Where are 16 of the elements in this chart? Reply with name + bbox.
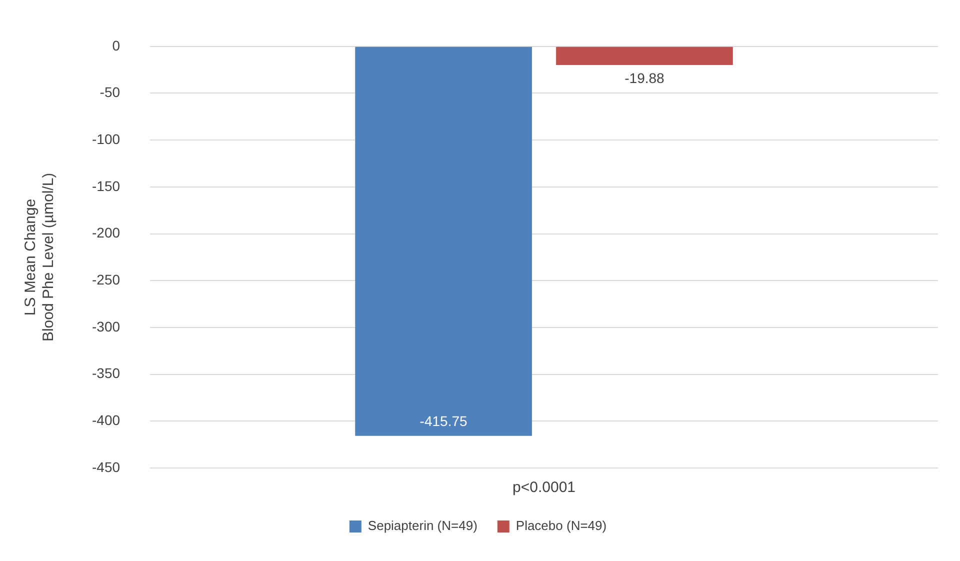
- y-tick-label: 0: [112, 37, 120, 54]
- y-tick-label: -350: [92, 365, 120, 382]
- legend-label: Placebo (N=49): [516, 518, 607, 534]
- y-tick-label: -200: [92, 224, 120, 241]
- y-tick-label: -300: [92, 318, 120, 334]
- y-tick-label: -450: [92, 458, 120, 475]
- x-tick-label: p<0.0001: [512, 479, 576, 496]
- y-tick-label: -150: [92, 178, 120, 194]
- y-axis-title: LS Mean Change Blood Phe Level (µmol/L): [22, 172, 58, 342]
- data-label: -415.75: [420, 412, 468, 429]
- y-tick-label: -250: [92, 271, 120, 288]
- y-tick-label: -50: [100, 84, 120, 100]
- y-tick-label: -100: [92, 130, 120, 147]
- legend-label: Sepiapterin (N=49): [368, 518, 478, 534]
- data-label: -19.88: [624, 70, 665, 86]
- y-tick-label: -400: [92, 412, 120, 428]
